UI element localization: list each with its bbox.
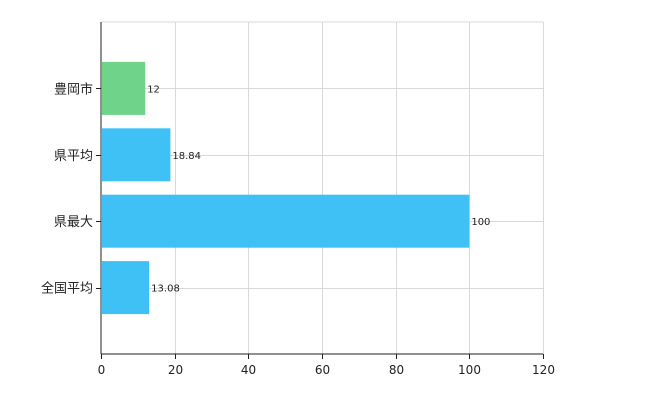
bar-value-label: 18.84 xyxy=(172,151,201,162)
bar xyxy=(102,61,146,115)
x-tick-label: 120 xyxy=(532,363,555,377)
x-tick-label: 20 xyxy=(168,363,183,377)
bar-value-label: 12 xyxy=(147,84,160,95)
bar-value-label: 13.08 xyxy=(151,284,180,295)
category-label: 全国平均 xyxy=(41,281,93,297)
bar-value-label: 100 xyxy=(471,217,490,228)
x-tick-label: 100 xyxy=(458,363,481,377)
bar xyxy=(102,261,150,315)
bar xyxy=(102,194,470,248)
grid-lines xyxy=(101,21,544,354)
x-axis-ticks: 0 20 40 60 80 100 120 xyxy=(98,354,555,377)
x-tick-label: 60 xyxy=(315,363,330,377)
category-label: 県最大 xyxy=(54,215,93,230)
bar xyxy=(102,128,171,182)
x-tick-label: 0 xyxy=(98,363,106,377)
bars: 12 18.84 100 13.08 xyxy=(102,61,490,315)
x-tick-label: 80 xyxy=(389,363,404,377)
category-label: 県平均 xyxy=(54,149,93,164)
category-label: 豊岡市 xyxy=(54,81,93,97)
x-tick-label: 40 xyxy=(241,363,256,377)
